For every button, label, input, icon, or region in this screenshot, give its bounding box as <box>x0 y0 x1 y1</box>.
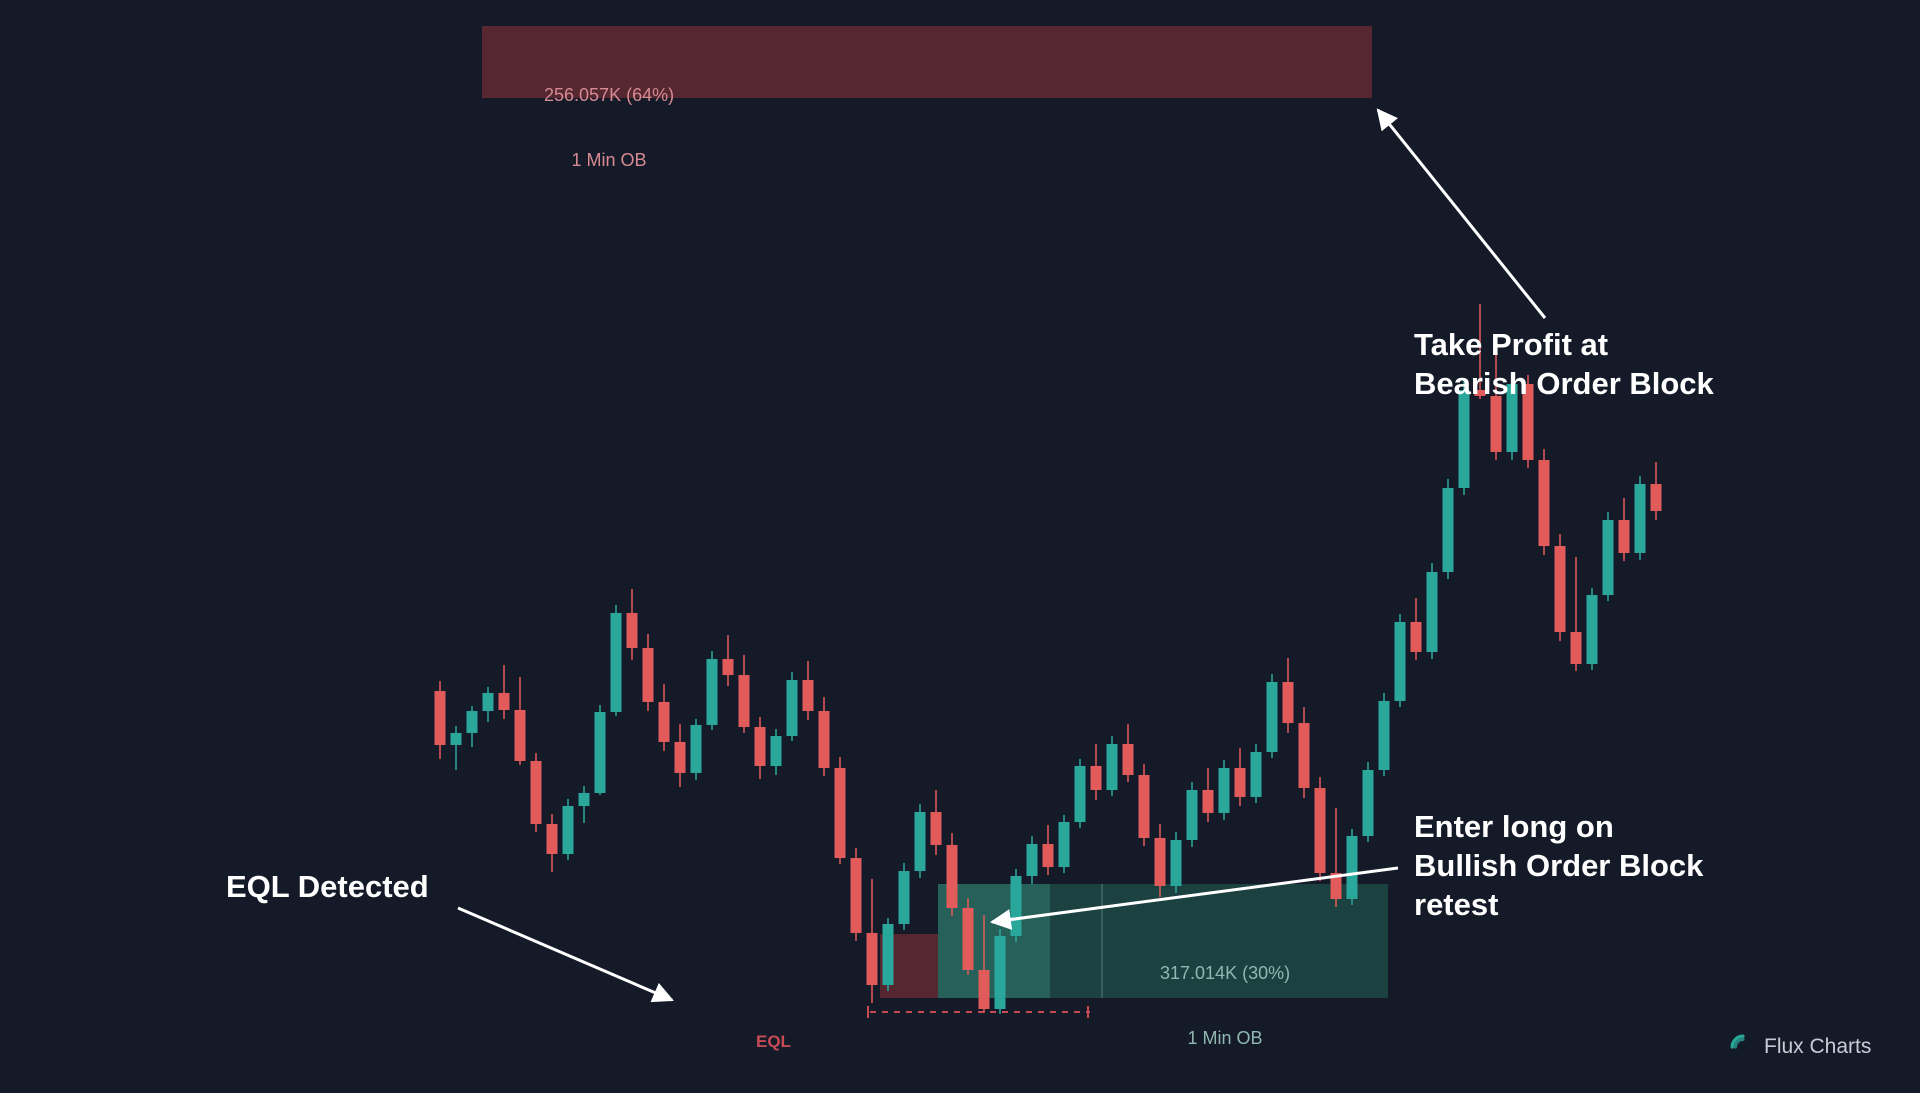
annotation-eql-detected: EQL Detected <box>226 868 429 907</box>
bearish-order-block-label: 256.057K (64%) 1 Min OB <box>544 42 674 215</box>
annotation-take-profit: Take Profit at Bearish Order Block <box>1414 326 1714 404</box>
flux-charts-watermark: Flux Charts <box>1730 1034 1871 1060</box>
chart-root: 256.057K (64%) 1 Min OB 317.014K (30%) 1… <box>0 0 1920 1080</box>
bullish-ob-line2: 1 Min OB <box>1160 1028 1290 1050</box>
watermark-text: Flux Charts <box>1764 1035 1871 1059</box>
bullish-ob-line1: 317.014K (30%) <box>1160 963 1290 985</box>
eql-label: EQL <box>756 1032 791 1052</box>
annotation-enter-long: Enter long on Bullish Order Block retest <box>1414 808 1703 924</box>
bullish-order-block-label: 317.014K (30%) 1 Min OB <box>1160 920 1290 1093</box>
flux-charts-logo-icon <box>1730 1034 1756 1060</box>
bearish-ob-line2: 1 Min OB <box>544 150 674 172</box>
bearish-ob-line1: 256.057K (64%) <box>544 85 674 107</box>
